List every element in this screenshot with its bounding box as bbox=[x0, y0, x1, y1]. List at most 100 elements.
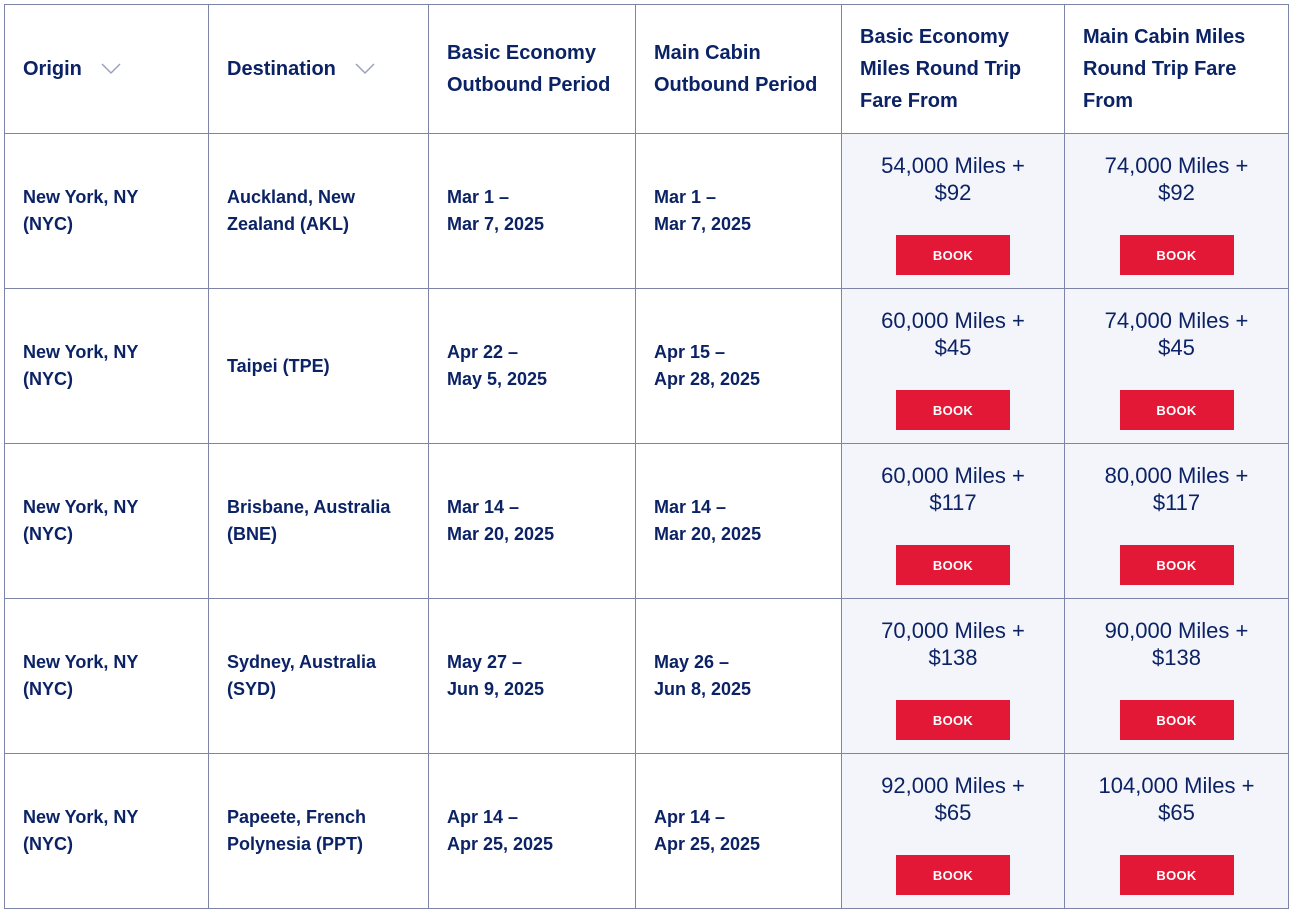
origin-line-2: (NYC) bbox=[23, 524, 73, 544]
basic-period-cell: Mar 14 – Mar 20, 2025 bbox=[428, 443, 636, 599]
main-fare-cell: 104,000 Miles + $65 BOOK bbox=[1064, 753, 1289, 909]
destination-cell: Papeete, French Polynesia (PPT) bbox=[208, 753, 429, 909]
basic-period-end: Mar 20, 2025 bbox=[447, 524, 555, 544]
fare-table: Origin Destination Basic Economy Outboun… bbox=[4, 4, 1289, 909]
destination-line-1: Brisbane, Australia bbox=[227, 497, 391, 517]
destination-header-label: Destination bbox=[227, 58, 336, 80]
basic-period-cell: Apr 14 – Apr 25, 2025 bbox=[428, 753, 636, 909]
origin-cell: New York, NY (NYC) bbox=[4, 598, 209, 754]
basic-book-button[interactable]: BOOK bbox=[896, 855, 1010, 895]
origin-line-1: New York, NY bbox=[23, 342, 139, 362]
destination-line-1: Taipei (TPE) bbox=[227, 355, 330, 376]
main-period-cell: May 26 – Jun 8, 2025 bbox=[635, 598, 842, 754]
main-period-cell: Mar 1 – Mar 7, 2025 bbox=[635, 133, 842, 289]
main-book-button[interactable]: BOOK bbox=[1119, 700, 1234, 740]
basic-period-end: May 5, 2025 bbox=[447, 369, 548, 389]
basic-fare-miles: 92,000 Miles + bbox=[881, 773, 1025, 798]
destination-line-2: Polynesia (PPT) bbox=[227, 834, 364, 854]
main-book-button[interactable]: BOOK bbox=[1119, 235, 1234, 275]
fare-table-container: Origin Destination Basic Economy Outboun… bbox=[4, 4, 1289, 909]
basic-period-end: Jun 9, 2025 bbox=[447, 679, 545, 699]
main-book-button[interactable]: BOOK bbox=[1119, 390, 1234, 430]
main-period-start: May 26 – bbox=[654, 652, 730, 672]
basic-fare-cash: $138 bbox=[928, 645, 978, 670]
chevron-down-icon[interactable] bbox=[354, 62, 376, 76]
basic-period-cell: Apr 22 – May 5, 2025 bbox=[428, 288, 636, 444]
basic-book-button[interactable]: BOOK bbox=[896, 390, 1010, 430]
main-fare-price: 90,000 Miles + $138 bbox=[1075, 617, 1278, 671]
basic-fare-cash: $45 bbox=[934, 335, 972, 360]
destination-line-1: Auckland, New bbox=[227, 187, 356, 207]
basic-period-start: Mar 1 – bbox=[447, 187, 510, 207]
main-fare-miles: 104,000 Miles + bbox=[1098, 773, 1255, 798]
destination-line-1: Papeete, French bbox=[227, 807, 367, 827]
main-period-end: Mar 7, 2025 bbox=[654, 214, 752, 234]
main-fare-cash: $65 bbox=[1158, 800, 1195, 825]
main-fare-cash: $117 bbox=[1152, 490, 1201, 515]
basic-fare-header: Basic Economy Miles Round Trip Fare From bbox=[841, 4, 1065, 134]
origin-cell: New York, NY (NYC) bbox=[4, 133, 209, 289]
origin-line-2: (NYC) bbox=[23, 679, 73, 699]
basic-fare-miles: 60,000 Miles + bbox=[881, 308, 1025, 333]
origin-line-2: (NYC) bbox=[23, 369, 73, 389]
origin-cell: New York, NY (NYC) bbox=[4, 443, 209, 599]
basic-fare-price: 92,000 Miles + $65 bbox=[852, 772, 1054, 826]
chevron-down-icon[interactable] bbox=[100, 62, 122, 76]
basic-fare-cell: 60,000 Miles + $45 BOOK bbox=[841, 288, 1065, 444]
main-fare-miles: 74,000 Miles + bbox=[1104, 153, 1249, 178]
basic-period-start: Apr 14 – bbox=[447, 807, 519, 827]
table-row: New York, NY (NYC) Sydney, Australia (SY… bbox=[4, 598, 1289, 754]
origin-cell: New York, NY (NYC) bbox=[4, 753, 209, 909]
origin-line-1: New York, NY bbox=[23, 652, 139, 672]
origin-line-1: New York, NY bbox=[23, 497, 139, 517]
basic-period-start: Apr 22 – bbox=[447, 342, 519, 362]
main-period-start: Apr 14 – bbox=[654, 807, 726, 827]
basic-fare-cash: $65 bbox=[934, 800, 972, 825]
table-row: New York, NY (NYC) Papeete, French Polyn… bbox=[4, 753, 1289, 909]
origin-line-1: New York, NY bbox=[23, 187, 139, 207]
origin-header[interactable]: Origin bbox=[4, 4, 209, 134]
main-period-start: Mar 14 – bbox=[654, 497, 727, 517]
basic-fare-cell: 54,000 Miles + $92 BOOK bbox=[841, 133, 1065, 289]
main-fare-price: 74,000 Miles + $45 bbox=[1075, 307, 1278, 361]
main-fare-cell: 74,000 Miles + $45 BOOK bbox=[1064, 288, 1289, 444]
basic-fare-miles: 60,000 Miles + bbox=[881, 463, 1025, 488]
main-fare-cell: 74,000 Miles + $92 BOOK bbox=[1064, 133, 1289, 289]
main-period-end: Apr 28, 2025 bbox=[654, 369, 761, 389]
basic-book-button[interactable]: BOOK bbox=[896, 235, 1010, 275]
main-book-button[interactable]: BOOK bbox=[1119, 545, 1234, 585]
main-fare-price: 80,000 Miles + $117 bbox=[1075, 462, 1278, 516]
basic-period-cell: Mar 1 – Mar 7, 2025 bbox=[428, 133, 636, 289]
basic-book-button[interactable]: BOOK bbox=[896, 700, 1010, 740]
basic-period-end: Mar 7, 2025 bbox=[447, 214, 545, 234]
main-fare-price: 104,000 Miles + $65 bbox=[1075, 772, 1278, 826]
table-row: New York, NY (NYC) Taipei (TPE) Apr 22 –… bbox=[4, 288, 1289, 444]
main-fare-cell: 80,000 Miles + $117 BOOK bbox=[1064, 443, 1289, 599]
main-book-button[interactable]: BOOK bbox=[1119, 855, 1234, 895]
basic-fare-miles: 54,000 Miles + bbox=[881, 153, 1025, 178]
table-header-row: Origin Destination Basic Economy Outboun… bbox=[4, 4, 1289, 134]
table-row: New York, NY (NYC) Auckland, New Zealand… bbox=[4, 133, 1289, 289]
basic-book-button[interactable]: BOOK bbox=[896, 545, 1010, 585]
main-fare-miles: 90,000 Miles + bbox=[1104, 618, 1249, 643]
main-period-end: Apr 25, 2025 bbox=[654, 834, 761, 854]
destination-line-2: Zealand (AKL) bbox=[227, 214, 350, 234]
main-fare-cash: $45 bbox=[1158, 335, 1195, 360]
table-row: New York, NY (NYC) Brisbane, Australia (… bbox=[4, 443, 1289, 599]
destination-header[interactable]: Destination bbox=[208, 4, 429, 134]
main-fare-cell: 90,000 Miles + $138 BOOK bbox=[1064, 598, 1289, 754]
main-period-cell: Apr 15 – Apr 28, 2025 bbox=[635, 288, 842, 444]
basic-period-start: Mar 14 – bbox=[447, 497, 520, 517]
origin-cell: New York, NY (NYC) bbox=[4, 288, 209, 444]
main-fare-header: Main Cabin Miles Round Trip Fare From bbox=[1064, 4, 1289, 134]
destination-line-2: (SYD) bbox=[227, 679, 276, 699]
basic-fare-cash: $92 bbox=[934, 180, 972, 205]
destination-cell: Brisbane, Australia (BNE) bbox=[208, 443, 429, 599]
basic-fare-cash: $117 bbox=[929, 490, 977, 515]
basic-fare-miles: 70,000 Miles + bbox=[881, 618, 1025, 643]
main-period-start: Mar 1 – bbox=[654, 187, 717, 207]
basic-fare-price: 54,000 Miles + $92 bbox=[852, 152, 1054, 206]
main-period-start: Apr 15 – bbox=[654, 342, 726, 362]
basic-period-cell: May 27 – Jun 9, 2025 bbox=[428, 598, 636, 754]
destination-cell: Sydney, Australia (SYD) bbox=[208, 598, 429, 754]
